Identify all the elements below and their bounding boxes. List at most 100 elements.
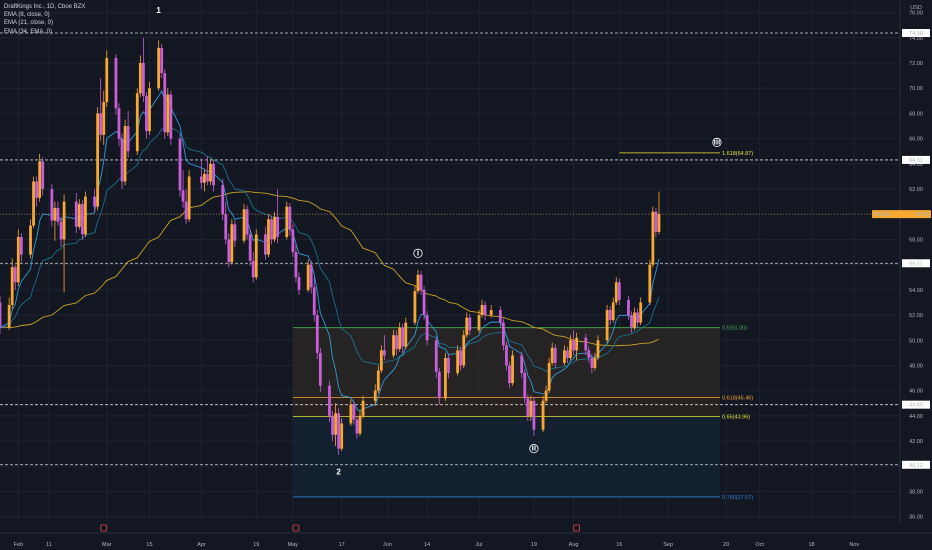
candle — [157, 40, 161, 91]
candle-body — [145, 95, 148, 132]
ema21-line — [0, 125, 660, 372]
candle-body — [141, 63, 145, 96]
candle-body — [80, 204, 84, 235]
candle-body — [575, 337, 579, 351]
candle — [166, 88, 170, 137]
candle-body — [648, 264, 652, 303]
price-tick-label: 74.00 — [909, 36, 923, 42]
candle-body — [468, 317, 472, 331]
candle-body — [62, 201, 66, 240]
candle-body — [285, 206, 289, 237]
candle — [459, 346, 463, 371]
candle-body — [569, 340, 572, 358]
candle-body — [41, 161, 45, 190]
candle — [276, 189, 280, 244]
time-axis: Feb 11 Mar 15 Apr 19 May 17 Jun 14 Jul 19 Aug 16 Sep 20… — [0, 532, 932, 548]
candle — [35, 176, 39, 207]
candle — [270, 215, 273, 245]
candle — [547, 357, 551, 394]
candle-body — [105, 57, 109, 103]
candle-body — [135, 93, 139, 152]
candle — [593, 352, 597, 371]
candle-body — [563, 350, 566, 363]
time-tick-label: Jun — [383, 542, 392, 548]
candle — [630, 311, 633, 333]
price-tick-label: 52.00 — [909, 313, 923, 319]
candle — [413, 286, 417, 326]
candle — [572, 330, 575, 356]
wave-label-circle — [413, 248, 423, 258]
candle — [456, 345, 460, 376]
candle — [184, 189, 188, 225]
candle — [56, 201, 60, 226]
candle — [462, 330, 466, 368]
candle-body — [498, 310, 502, 323]
candle-body — [297, 277, 301, 290]
candle — [566, 346, 569, 363]
candle-body — [651, 211, 655, 265]
price-axis-bg — [900, 0, 932, 550]
level-tag-bg — [902, 400, 930, 409]
candle-body — [654, 211, 658, 232]
candle — [523, 369, 527, 404]
candle-body — [572, 340, 575, 351]
candle — [19, 233, 23, 263]
price-tick-label: 72.00 — [909, 61, 923, 67]
candle — [401, 323, 405, 353]
price-tick-label: 76.00 — [909, 11, 923, 17]
candle — [230, 219, 234, 265]
candle-body — [462, 335, 466, 366]
candle-body — [584, 337, 588, 351]
candle — [7, 297, 11, 331]
candle-body — [511, 355, 514, 384]
candle-body — [456, 350, 460, 374]
candle — [135, 88, 139, 156]
candle-body — [617, 282, 621, 300]
candle — [29, 219, 32, 259]
candle-body — [532, 400, 536, 430]
candle — [465, 312, 469, 338]
candle — [532, 396, 536, 437]
level-tag-bg — [902, 259, 930, 268]
candle-body — [636, 312, 640, 323]
candle-body — [50, 189, 54, 221]
earnings-event-icon — [292, 524, 300, 532]
candle-body — [352, 404, 356, 420]
candle — [404, 317, 408, 350]
candle-body — [294, 252, 298, 278]
earnings-event-icon — [573, 524, 581, 532]
candle — [181, 170, 185, 208]
candle-body — [459, 350, 463, 366]
candle-body — [199, 176, 203, 183]
wave-label: iii — [714, 137, 721, 146]
candle-body — [349, 404, 353, 424]
candle-body — [590, 357, 594, 368]
candle — [84, 191, 87, 237]
candle-body — [355, 419, 359, 434]
fib-label: 0.65(43.96) — [722, 414, 750, 420]
candle-body — [593, 357, 597, 368]
candle — [416, 269, 420, 294]
fib-label: 0.786(37.57) — [722, 495, 753, 501]
candle-body — [419, 274, 423, 290]
candle-body — [291, 229, 295, 253]
candle — [511, 350, 514, 386]
wave-label-circle — [712, 137, 722, 148]
time-tick-label: 16 — [616, 542, 622, 548]
candle — [608, 306, 612, 326]
candle — [498, 306, 502, 328]
candle — [614, 277, 618, 305]
candle-body — [245, 209, 249, 235]
fib-zone-lower — [292, 416, 720, 497]
candle-body — [169, 94, 173, 139]
candle-body — [99, 113, 103, 135]
candle — [392, 330, 395, 358]
candle — [306, 259, 310, 293]
candle-body — [276, 216, 280, 237]
candle-body — [508, 365, 511, 384]
candle-body — [550, 347, 554, 363]
candle-body — [267, 219, 270, 255]
candle-body — [337, 413, 341, 449]
